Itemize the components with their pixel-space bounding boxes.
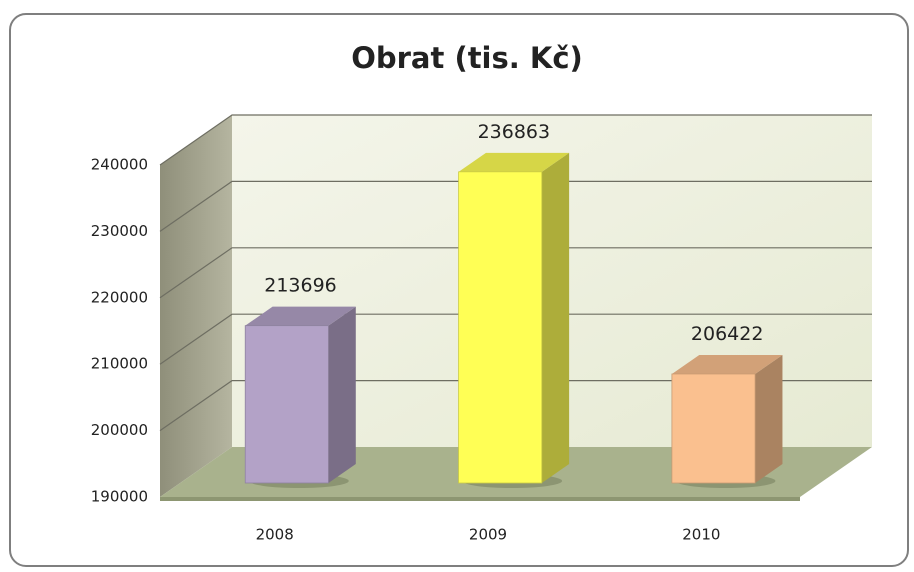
bar-side (755, 354, 783, 483)
chart-title: Obrat (tis. Kč) (351, 41, 583, 75)
y-tick-label: 190000 (91, 488, 148, 506)
data-label: 236863 (478, 121, 551, 143)
y-tick-label: 220000 (91, 288, 148, 306)
bar (458, 171, 543, 484)
grid-line (159, 313, 872, 365)
x-tick-label: 2009 (469, 526, 507, 544)
data-label: 213696 (264, 275, 337, 297)
grid-line (159, 180, 872, 232)
grid-line (159, 114, 872, 166)
y-tick-label: 240000 (91, 156, 148, 174)
bar-top (245, 306, 356, 326)
bar (671, 373, 756, 484)
grid-line (159, 380, 872, 432)
bar-top (458, 152, 570, 172)
plot-area: 190000 200000 210000 220000 230000 240000 2008… (91, 114, 872, 544)
y-tick-label: 230000 (91, 222, 148, 240)
data-label: 206422 (691, 323, 764, 345)
floor-edge (160, 497, 800, 501)
bar (244, 325, 329, 484)
y-tick-label: 200000 (91, 421, 148, 439)
x-tick-label: 2008 (256, 526, 294, 544)
side-wall (160, 115, 232, 497)
bar-side (328, 306, 356, 483)
grid-line (159, 247, 872, 299)
bar-top (671, 354, 783, 374)
bar-side (541, 152, 570, 483)
y-tick-label: 210000 (91, 355, 148, 373)
x-tick-label: 2010 (682, 526, 720, 544)
